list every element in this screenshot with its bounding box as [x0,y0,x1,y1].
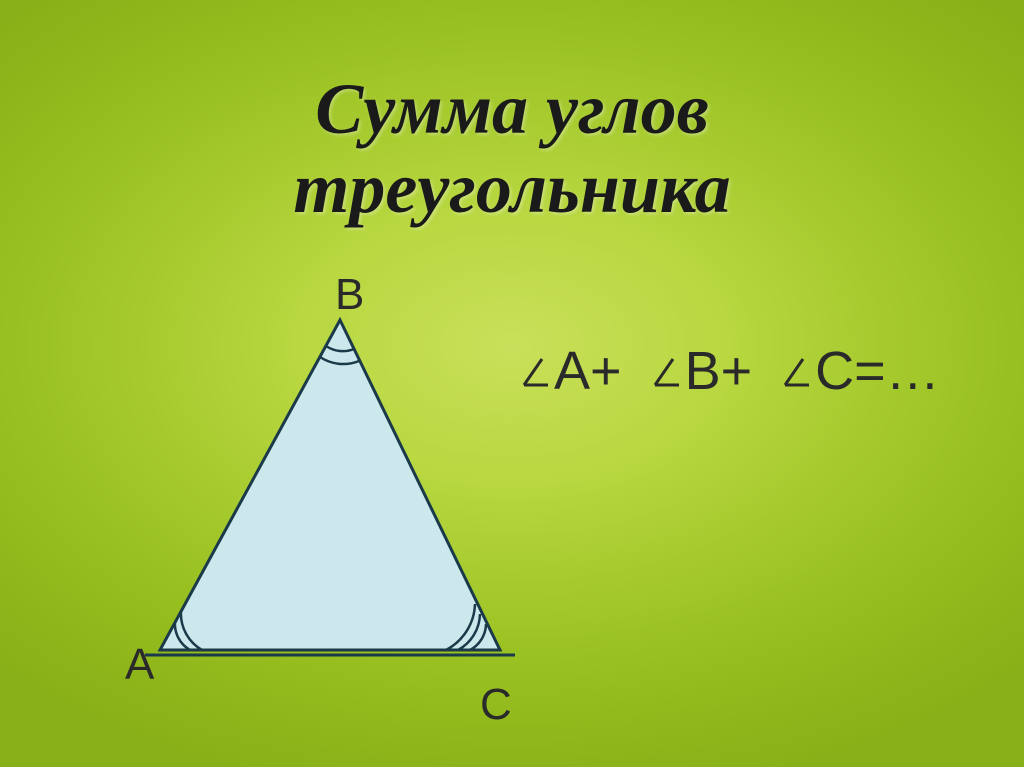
formula-part-a: A+ [554,341,622,401]
formula-part-c: C=… [815,341,940,401]
angle-icon [651,355,683,389]
vertex-label-b: B [335,270,364,320]
triangle-body [160,320,500,650]
slide: Сумма углов треугольника B A C A+ B+ C=… [0,0,1024,767]
triangle-figure [140,310,520,690]
title-line2: треугольника [293,148,730,228]
vertex-label-a: A [125,640,154,690]
angle-icon [781,355,813,389]
formula-part-b: B+ [685,341,753,401]
title-line1: Сумма углов [315,69,709,149]
angle-icon [520,355,552,389]
slide-title: Сумма углов треугольника [0,70,1024,228]
vertex-label-c: C [480,680,512,730]
angle-sum-formula: A+ B+ C=… [520,340,940,402]
